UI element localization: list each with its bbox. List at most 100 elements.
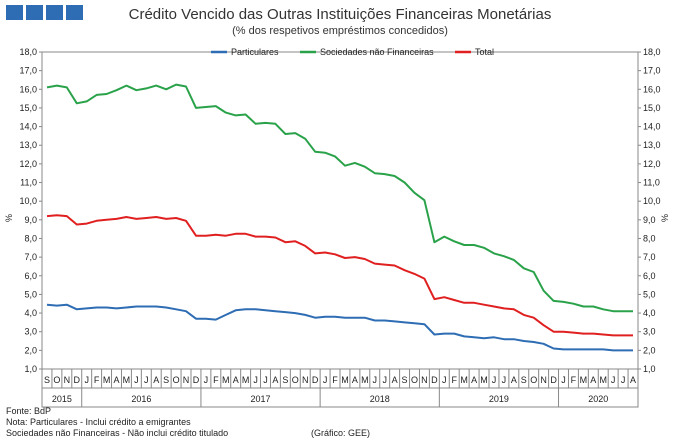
month-label: J (144, 375, 149, 385)
y-tick-label-right: 7,0 (643, 252, 656, 262)
gee-logo (6, 5, 83, 20)
month-label: M (460, 375, 468, 385)
y-axis-label-right: % (660, 214, 670, 222)
y-tick-label-right: 1,0 (643, 364, 656, 374)
month-label: A (471, 375, 477, 385)
month-label: A (233, 375, 239, 385)
month-label: F (451, 375, 457, 385)
series-line-1 (46, 83, 633, 313)
month-label: A (272, 375, 278, 385)
month-label: J (84, 375, 89, 385)
y-tick-label-left: 2,0 (24, 345, 37, 355)
y-tick-label-left: 3,0 (24, 327, 37, 337)
month-label: D (550, 375, 557, 385)
month-label: J (442, 375, 447, 385)
series-line-0 (46, 303, 633, 352)
y-tick-label-left: 14,0 (19, 122, 37, 132)
year-label: 2016 (131, 394, 151, 404)
y-tick-label-left: 1,0 (24, 364, 37, 374)
month-label: M (103, 375, 111, 385)
month-label: D (431, 375, 438, 385)
month-label: M (242, 375, 250, 385)
month-label: D (193, 375, 200, 385)
logo-block (46, 5, 63, 20)
y-tick-label-right: 17,0 (643, 66, 661, 76)
y-tick-label-right: 10,0 (643, 196, 661, 206)
y-tick-label-left: 15,0 (19, 103, 37, 113)
y-tick-label-right: 13,0 (643, 140, 661, 150)
source-note: Fonte: BdP (6, 406, 52, 416)
y-tick-label-right: 6,0 (643, 271, 656, 281)
y-tick-label-left: 10,0 (19, 196, 37, 206)
chart-title: Crédito Vencido das Outras Instituições … (128, 6, 552, 23)
month-label: M (361, 375, 369, 385)
month-label: A (630, 375, 636, 385)
y-tick-label-left: 17,0 (19, 66, 37, 76)
month-label: S (282, 375, 288, 385)
month-label: F (94, 375, 100, 385)
month-label: F (213, 375, 219, 385)
month-label: M (123, 375, 131, 385)
y-tick-label-right: 3,0 (643, 327, 656, 337)
month-label: A (153, 375, 159, 385)
series-line-2 (46, 214, 633, 337)
month-label: D (74, 375, 81, 385)
y-tick-label-right: 9,0 (643, 215, 656, 225)
footer-notes: Fonte: BdP Nota: Particulares - Inclui c… (6, 406, 228, 439)
y-tick-label-left: 16,0 (19, 84, 37, 94)
plot-frame (41, 51, 639, 370)
month-label: S (402, 375, 408, 385)
y-tick-label-right: 16,0 (643, 84, 661, 94)
month-label: J (373, 375, 378, 385)
month-label: A (113, 375, 119, 385)
y-tick-label-right: 8,0 (643, 233, 656, 243)
month-label: M (580, 375, 588, 385)
month-label: O (530, 375, 537, 385)
month-label: S (521, 375, 527, 385)
month-label: N (64, 375, 71, 385)
logo-block (66, 5, 83, 20)
y-tick-label-right: 2,0 (643, 345, 656, 355)
y-tick-label-left: 12,0 (19, 159, 37, 169)
y-tick-label-left: 18,0 (19, 47, 37, 57)
month-label: J (134, 375, 139, 385)
month-label: J (561, 375, 566, 385)
month-label: A (392, 375, 398, 385)
logo-block (6, 5, 23, 20)
month-label: D (312, 375, 319, 385)
year-label: 2015 (52, 394, 72, 404)
month-label: J (204, 375, 209, 385)
month-label: S (163, 375, 169, 385)
month-label: J (621, 375, 626, 385)
y-tick-label-right: 11,0 (643, 178, 660, 188)
month-label: N (302, 375, 309, 385)
year-label: 2018 (370, 394, 390, 404)
y-tick-label-right: 4,0 (643, 308, 656, 318)
month-label: O (411, 375, 418, 385)
month-label: O (292, 375, 299, 385)
month-label: M (480, 375, 488, 385)
year-label: 2020 (588, 394, 608, 404)
y-tick-label-right: 14,0 (643, 122, 661, 132)
y-tick-label-left: 13,0 (19, 140, 37, 150)
legend-label: Total (475, 47, 494, 57)
year-label: 2017 (251, 394, 271, 404)
month-label: J (253, 375, 258, 385)
y-tick-label-left: 6,0 (24, 271, 37, 281)
y-tick-label-left: 11,0 (20, 178, 37, 188)
month-label: M (341, 375, 349, 385)
y-axis-label-left: % (4, 214, 14, 222)
particulares-note: Nota: Particulares - Inclui crédito a em… (6, 417, 191, 427)
y-tick-label-right: 15,0 (643, 103, 661, 113)
month-label: J (323, 375, 328, 385)
month-label: N (183, 375, 190, 385)
month-label: N (421, 375, 428, 385)
logo-block (26, 5, 43, 20)
month-label: S (44, 375, 50, 385)
month-label: O (173, 375, 180, 385)
month-label: J (263, 375, 268, 385)
y-tick-label-left: 9,0 (24, 215, 37, 225)
y-tick-label-left: 7,0 (24, 252, 37, 262)
y-tick-label-left: 8,0 (24, 233, 37, 243)
